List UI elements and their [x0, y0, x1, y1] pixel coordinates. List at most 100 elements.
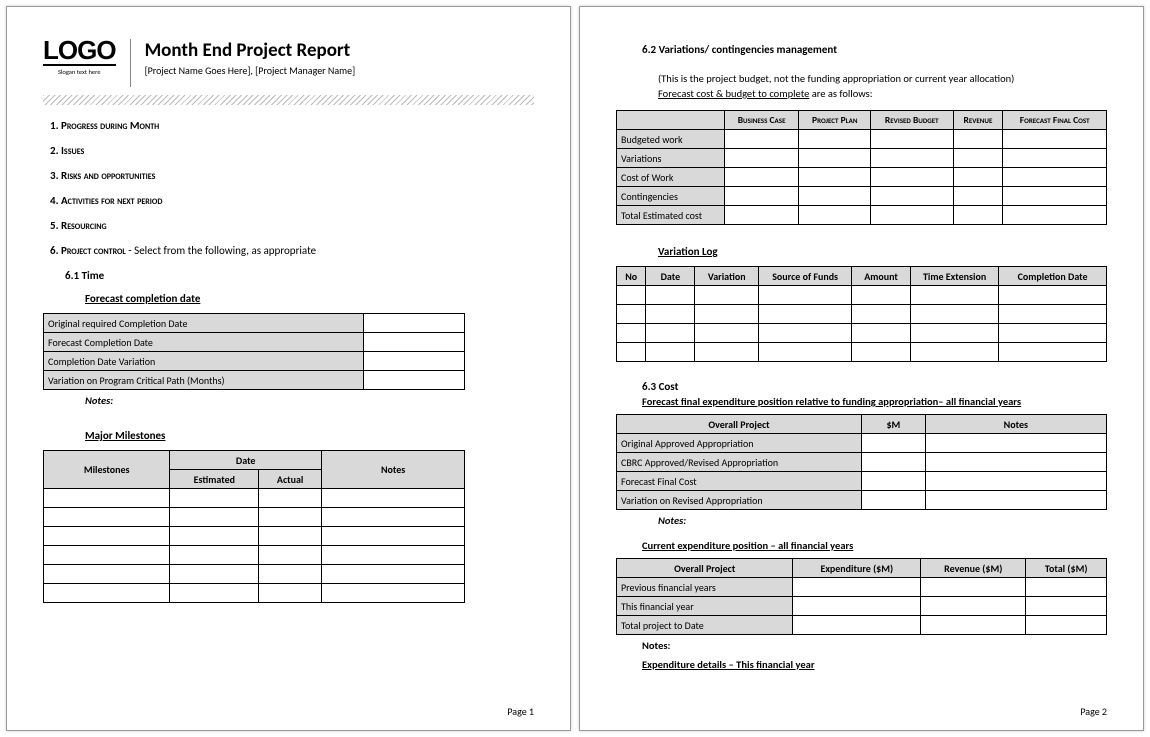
- section-1-label: Progress during Month: [61, 119, 159, 132]
- row-label: Original Approved Appropriation: [617, 434, 862, 453]
- table-row: [44, 546, 465, 565]
- time-row-label: Variation on Program Critical Path (Mont…: [44, 371, 364, 390]
- page-number: Page 2: [1080, 705, 1107, 718]
- section-2-label: Issues: [61, 144, 84, 157]
- table-row: Forecast Final Cost: [617, 472, 1107, 491]
- col-revenue: Revenue ($M): [921, 559, 1026, 578]
- table-row: [617, 286, 1107, 305]
- table-row: Cost of Work: [617, 168, 1107, 187]
- col-revenue: Revenue: [953, 111, 1003, 130]
- table-row: [44, 489, 465, 508]
- header: LOGO Slogan text here Month End Project …: [43, 37, 534, 87]
- subsection-6-1: 6.1 Time: [65, 269, 534, 282]
- header-hatch: [43, 95, 534, 105]
- subsection-6-3: 6.3 Cost: [642, 380, 1107, 393]
- logo-slogan: Slogan text here: [43, 68, 116, 76]
- variation-log-heading: Variation Log: [658, 245, 1107, 258]
- table-row: Total project to Date: [617, 616, 1107, 635]
- col-date: Date: [170, 451, 322, 470]
- forecast-note-rest: are as follows:: [809, 87, 872, 100]
- col-forecast-final: Forecast Final Cost: [1003, 111, 1107, 130]
- logo: LOGO Slogan text here: [43, 37, 116, 76]
- row-label: Cost of Work: [617, 168, 725, 187]
- table-row: Variations: [617, 149, 1107, 168]
- table-row: [617, 343, 1107, 362]
- table-row: CBRC Approved/Revised Appropriation: [617, 453, 1107, 472]
- time-row-label: Original required Completion Date: [44, 314, 364, 333]
- subsection-6-3-sub: Forecast final expenditure position rela…: [642, 395, 1107, 408]
- col-amount: Amount: [852, 267, 911, 286]
- table-row: Contingencies: [617, 187, 1107, 206]
- current-exp-table: Overall Project Expenditure ($M) Revenue…: [616, 558, 1107, 635]
- col-source: Source of Funds: [759, 267, 852, 286]
- table-row: [617, 305, 1107, 324]
- page-number: Page 1: [507, 705, 534, 718]
- row-label: Total Estimated cost: [617, 206, 725, 225]
- section-1: Progress during Month: [61, 119, 534, 132]
- document-subtitle: [Project Name Goes Here], [Project Manag…: [145, 64, 356, 77]
- section-3-label: Risks and opportunities: [61, 169, 155, 182]
- section-6-label: Project control: [61, 244, 126, 257]
- col-milestones: Milestones: [44, 451, 170, 489]
- time-row-label: Forecast Completion Date: [44, 333, 364, 352]
- document-title: Month End Project Report: [145, 39, 356, 62]
- col-overall-project: Overall Project: [617, 559, 793, 578]
- budget-note: (This is the project budget, not the fun…: [658, 72, 1107, 85]
- table-row: Original Approved Appropriation: [617, 434, 1107, 453]
- col-business-case: Business Case: [724, 111, 799, 130]
- col-project-plan: Project Plan: [799, 111, 871, 130]
- time-cell: [364, 352, 465, 371]
- table-header-row: No Date Variation Source of Funds Amount…: [617, 267, 1107, 286]
- table-row: Completion Date Variation: [44, 352, 465, 371]
- table-header-row: Milestones Date Notes: [44, 451, 465, 470]
- table-row: This financial year: [617, 597, 1107, 616]
- col-actual: Actual: [259, 470, 322, 489]
- col-estimated: Estimated: [170, 470, 259, 489]
- row-label: Contingencies: [617, 187, 725, 206]
- notes-label: Notes:: [642, 639, 1107, 652]
- logo-text: LOGO: [43, 37, 116, 63]
- section-4: Activities for next period: [61, 194, 534, 207]
- table-header-row: Overall Project $M Notes: [617, 415, 1107, 434]
- time-row-label: Completion Date Variation: [44, 352, 364, 371]
- time-cell: [364, 371, 465, 390]
- milestones-table: Milestones Date Notes Estimated Actual: [43, 450, 465, 603]
- table-row: [44, 584, 465, 603]
- row-label: Budgeted work: [617, 130, 725, 149]
- col-notes: Notes: [322, 451, 465, 489]
- table-row: Budgeted work: [617, 130, 1107, 149]
- table-row: Variation on Revised Appropriation: [617, 491, 1107, 510]
- row-label: Variations: [617, 149, 725, 168]
- page-1: LOGO Slogan text here Month End Project …: [6, 6, 571, 731]
- section-3: Risks and opportunities: [61, 169, 534, 182]
- forecast-note-u: Forecast cost & budget to complete: [658, 87, 809, 100]
- row-label: This financial year: [617, 597, 793, 616]
- row-label: Variation on Revised Appropriation: [617, 491, 862, 510]
- table-header-row: Business Case Project Plan Revised Budge…: [617, 111, 1107, 130]
- current-exp-heading: Current expenditure position – all finan…: [642, 539, 1107, 552]
- row-label: Previous financial years: [617, 578, 793, 597]
- page-2: 6.2 Variations/ contingencies management…: [579, 6, 1144, 731]
- forecast-heading: Forecast completion date: [85, 292, 534, 305]
- row-label: Total project to Date: [617, 616, 793, 635]
- notes-label: Notes:: [658, 514, 1107, 527]
- row-label: CBRC Approved/Revised Appropriation: [617, 453, 862, 472]
- section-5-label: Resourcing: [61, 219, 107, 232]
- table-row: Forecast Completion Date: [44, 333, 465, 352]
- col-completion: Completion Date: [999, 267, 1107, 286]
- col-variation: Variation: [695, 267, 759, 286]
- col-expenditure: Expenditure ($M): [793, 559, 921, 578]
- col-m: $M: [862, 415, 926, 434]
- time-table: Original required Completion Date Foreca…: [43, 313, 465, 390]
- header-divider: [130, 39, 131, 87]
- variation-log-table: No Date Variation Source of Funds Amount…: [616, 266, 1107, 362]
- table-row: Previous financial years: [617, 578, 1107, 597]
- section-2: Issues: [61, 144, 534, 157]
- col-notes: Notes: [925, 415, 1106, 434]
- notes-label: Notes:: [85, 394, 534, 407]
- section-4-label: Activities for next period: [61, 194, 162, 207]
- table-header-row: Overall Project Expenditure ($M) Revenue…: [617, 559, 1107, 578]
- col-overall-project: Overall Project: [617, 415, 862, 434]
- document-viewport: LOGO Slogan text here Month End Project …: [0, 0, 1150, 737]
- title-block: Month End Project Report [Project Name G…: [145, 37, 356, 77]
